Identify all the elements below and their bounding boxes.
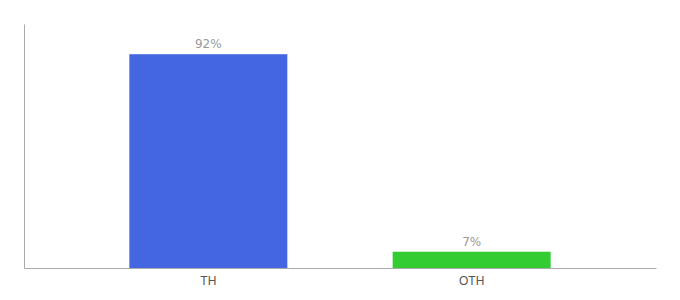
y-axis xyxy=(24,25,25,269)
x-tick-label: OTH xyxy=(459,274,484,288)
data-label: 7% xyxy=(462,235,481,249)
x-axis-line xyxy=(25,268,657,269)
data-labels: 92% 7% xyxy=(195,37,481,249)
data-label: 92% xyxy=(195,37,222,51)
bars xyxy=(129,54,550,268)
x-axis: TH OTH xyxy=(25,269,657,288)
x-tick: OTH xyxy=(459,274,484,288)
chart: TH OTH 92% 7% xyxy=(0,0,680,300)
x-tick: TH xyxy=(200,274,216,288)
bar xyxy=(129,54,287,268)
plot: TH OTH 92% 7% xyxy=(25,25,657,288)
x-tick-label: TH xyxy=(200,274,216,288)
y-axis-line xyxy=(24,25,25,269)
bar xyxy=(393,252,551,268)
